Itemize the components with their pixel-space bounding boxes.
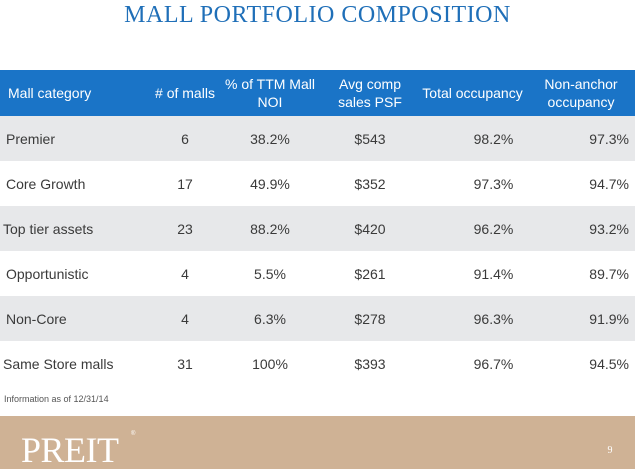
- total-occupancy-cell: 96.3%: [473, 310, 514, 327]
- mall-noi-cell: 6.3%: [254, 310, 286, 327]
- table-row: Same Store malls 31 100% $393 96.7% 94.5…: [0, 341, 635, 386]
- header-ttm-mall-noi: % of TTM Mall NOI: [225, 76, 315, 110]
- header-total-occupancy: Total occupancy: [422, 85, 523, 101]
- comp-sales-cell: $420: [354, 220, 386, 237]
- total-occupancy-cell: 91.4%: [473, 265, 514, 282]
- comp-sales-cell: $393: [354, 355, 386, 372]
- table-row: Opportunistic 4 5.5% $261 91.4% 89.7%: [0, 251, 635, 296]
- mall-noi-cell: 49.9%: [250, 175, 290, 192]
- table-row: Core Growth 17 49.9% $352 97.3% 94.7%: [0, 161, 635, 206]
- mall-count-cell: 17: [177, 175, 193, 192]
- comp-sales-cell: $278: [354, 310, 386, 327]
- mall-category-cell: Top tier assets: [3, 220, 94, 237]
- comp-sales-cell: $261: [354, 265, 386, 282]
- mall-count-cell: 4: [181, 310, 189, 327]
- total-occupancy-cell: 96.2%: [473, 220, 514, 237]
- comp-sales-cell: $543: [354, 130, 386, 147]
- total-occupancy-cell: 98.2%: [473, 130, 514, 147]
- footnote: Information as of 12/31/14: [4, 394, 109, 404]
- header-number-of-malls: # of malls: [155, 85, 215, 101]
- mall-noi-cell: 88.2%: [250, 220, 290, 237]
- mall-count-cell: 6: [181, 130, 189, 147]
- total-occupancy-cell: 97.3%: [473, 175, 514, 192]
- preit-logo: PREIT: [21, 430, 119, 470]
- page-number: 9: [607, 445, 613, 456]
- page-title: MALL PORTFOLIO COMPOSITION: [124, 2, 511, 28]
- table-header-row: Mall category # of malls % of TTM Mall N…: [0, 70, 635, 116]
- non-anchor-occupancy-cell: 94.7%: [589, 175, 629, 192]
- total-occupancy-cell: 96.7%: [473, 355, 514, 372]
- mall-noi-cell: 5.5%: [254, 265, 286, 282]
- mall-category-cell: Opportunistic: [6, 265, 89, 282]
- non-anchor-occupancy-cell: 89.7%: [589, 265, 629, 282]
- mall-category-cell: Core Growth: [6, 175, 86, 192]
- mall-category-cell: Non-Core: [6, 310, 67, 327]
- trademark-mark: ®: [131, 431, 136, 437]
- table-row: Premier 6 38.2% $543 98.2% 97.3%: [0, 116, 635, 161]
- table-row: Non-Core 4 6.3% $278 96.3% 91.9%: [0, 296, 635, 341]
- comp-sales-cell: $352: [354, 175, 386, 192]
- non-anchor-occupancy-cell: 97.3%: [589, 130, 629, 147]
- mall-noi-cell: 100%: [252, 355, 288, 372]
- mall-noi-cell: 38.2%: [250, 130, 290, 147]
- mall-count-cell: 23: [177, 220, 193, 237]
- mall-category-cell: Same Store malls: [3, 355, 114, 372]
- header-avg-comp-sales: Avg comp sales PSF: [338, 76, 402, 110]
- mall-count-cell: 31: [177, 355, 193, 372]
- mall-portfolio-table: Mall category # of malls % of TTM Mall N…: [0, 70, 635, 386]
- footer-bar: PREIT ® 9: [0, 416, 635, 469]
- non-anchor-occupancy-cell: 93.2%: [589, 220, 629, 237]
- header-mall-category: Mall category: [8, 85, 92, 101]
- header-non-anchor-occupancy: Non-anchor occupancy: [544, 76, 618, 110]
- table-row: Top tier assets 23 88.2% $420 96.2% 93.2…: [0, 206, 635, 251]
- non-anchor-occupancy-cell: 91.9%: [589, 310, 629, 327]
- mall-category-cell: Premier: [6, 130, 56, 147]
- mall-count-cell: 4: [181, 265, 189, 282]
- non-anchor-occupancy-cell: 94.5%: [589, 355, 629, 372]
